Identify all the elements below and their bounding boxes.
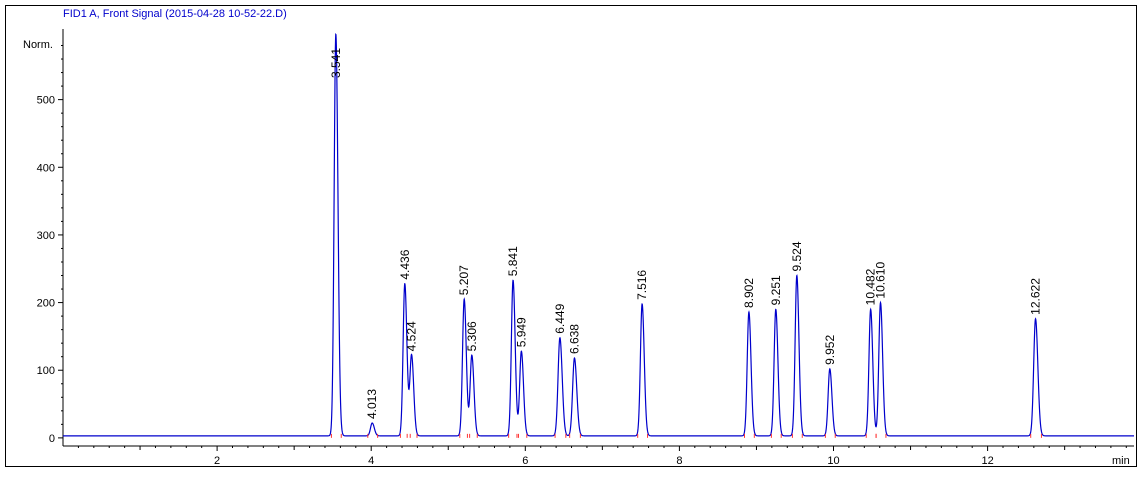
x-tick-label: 12 [981,455,993,466]
peak-label: 9.952 [823,335,837,365]
x-tick-label: 4 [368,455,374,466]
chart-frame: FID1 A, Front Signal (2015-04-28 10-52-2… [5,5,1137,467]
peak-label: 8.902 [742,278,756,308]
x-tick-label: 10 [827,455,839,466]
peak-label: 4.436 [398,249,412,279]
y-tick-label: 100 [37,365,55,377]
y-tick-label: 200 [37,298,55,310]
y-tick-label: 0 [49,433,55,445]
x-tick-label: 2 [214,455,220,466]
peak-label: 9.524 [790,241,804,271]
x-tick-label: 8 [676,455,682,466]
x-axis-label: min [1112,455,1130,466]
peak-label: 5.207 [457,265,471,295]
peak-label: 10.482 [864,268,878,305]
peak-label: 6.638 [567,324,581,354]
integration-marks [330,433,1042,438]
signal-trace [63,33,1134,437]
x-tick-label: 6 [522,455,528,466]
peak-labels: 3.541 4.013 4.436 4.524 5.207 5.306 5.841 5.949… [329,48,1043,419]
peak-label: 4.524 [405,321,419,351]
peak-label: 3.541 [329,48,343,78]
peak-label: 5.949 [514,317,528,347]
chromatogram-chart: FID1 A, Front Signal (2015-04-28 10-52-2… [23,8,1134,466]
y-tick-label: 300 [37,230,55,242]
peak-label: 9.251 [769,275,783,305]
peak-label: 4.013 [365,389,379,419]
axes: 0 100 200 300 400 500 2 4 6 8 10 12 [37,29,1134,466]
peak-label: 12.622 [1029,278,1043,315]
peak-label: 10.610 [874,262,888,299]
peak-label: 7.516 [635,270,649,300]
peak-label: 6.449 [553,303,567,333]
y-tick-label: 400 [37,162,55,174]
trace-line [63,33,1134,437]
peak-label: 5.841 [506,246,520,276]
y-tick-label: 500 [37,95,55,107]
chart-title: FID1 A, Front Signal (2015-04-28 10-52-2… [63,8,287,20]
peak-label: 5.306 [465,321,479,351]
y-axis-label: Norm. [23,39,53,51]
